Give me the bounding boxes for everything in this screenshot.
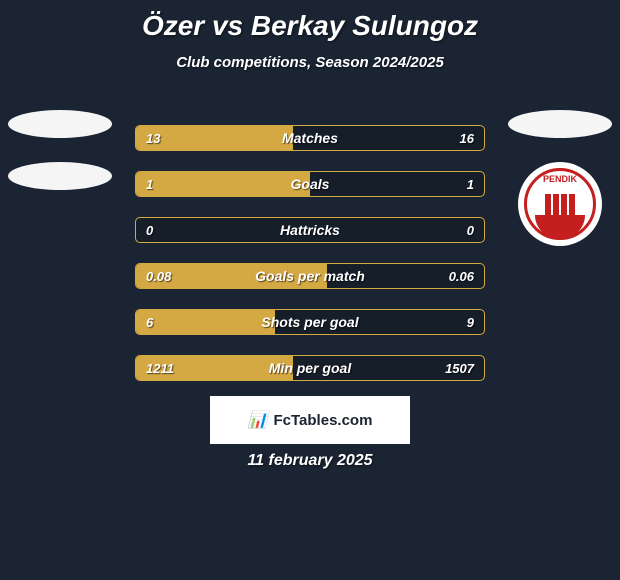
club-badge: PENDIK (518, 162, 602, 246)
stat-row: 1316Matches (135, 125, 485, 151)
stat-row: 12111507Min per goal (135, 355, 485, 381)
stat-row: 00Hattricks (135, 217, 485, 243)
stat-label: Goals per match (136, 264, 484, 288)
page-subtitle: Club competitions, Season 2024/2025 (0, 54, 620, 71)
stat-label: Shots per goal (136, 310, 484, 334)
club-badge-label: PENDIK (543, 174, 577, 184)
club-placeholder-icon (8, 162, 112, 190)
stat-label: Hattricks (136, 218, 484, 242)
snapshot-date: 11 february 2025 (0, 452, 620, 470)
player-right-avatar: PENDIK (508, 110, 612, 246)
stat-label: Min per goal (136, 356, 484, 380)
site-attribution[interactable]: 📊 FcTables.com (210, 396, 410, 444)
page-title: Özer vs Berkay Sulungoz (0, 0, 620, 42)
avatar-placeholder-icon (8, 110, 112, 138)
stat-row: 11Goals (135, 171, 485, 197)
stat-label: Goals (136, 172, 484, 196)
stat-row: 69Shots per goal (135, 309, 485, 335)
player-left-avatar (8, 110, 112, 214)
site-logo-icon: 📊 (248, 410, 268, 430)
site-name: FcTables.com (274, 412, 373, 429)
avatar-placeholder-icon (508, 110, 612, 138)
stat-row: 0.080.06Goals per match (135, 263, 485, 289)
stat-label: Matches (136, 126, 484, 150)
stats-comparison-chart: 1316Matches 11Goals 00Hattricks 0.080.06Goa… (135, 125, 485, 401)
